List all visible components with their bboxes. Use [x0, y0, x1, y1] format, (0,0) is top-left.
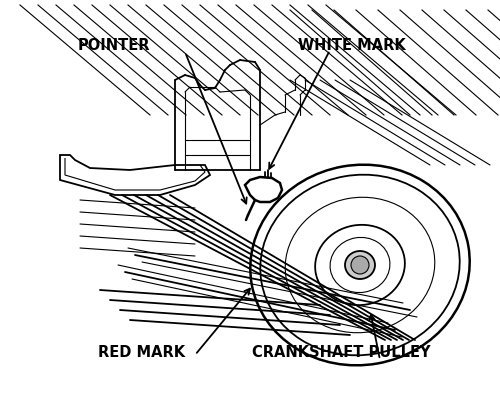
Text: CRANKSHAFT PULLEY: CRANKSHAFT PULLEY [252, 345, 431, 360]
Ellipse shape [351, 256, 369, 274]
Ellipse shape [345, 251, 375, 279]
Polygon shape [245, 177, 282, 202]
Text: WHITE MARK: WHITE MARK [298, 38, 405, 53]
Text: POINTER: POINTER [78, 38, 150, 53]
Text: RED MARK: RED MARK [98, 345, 184, 360]
